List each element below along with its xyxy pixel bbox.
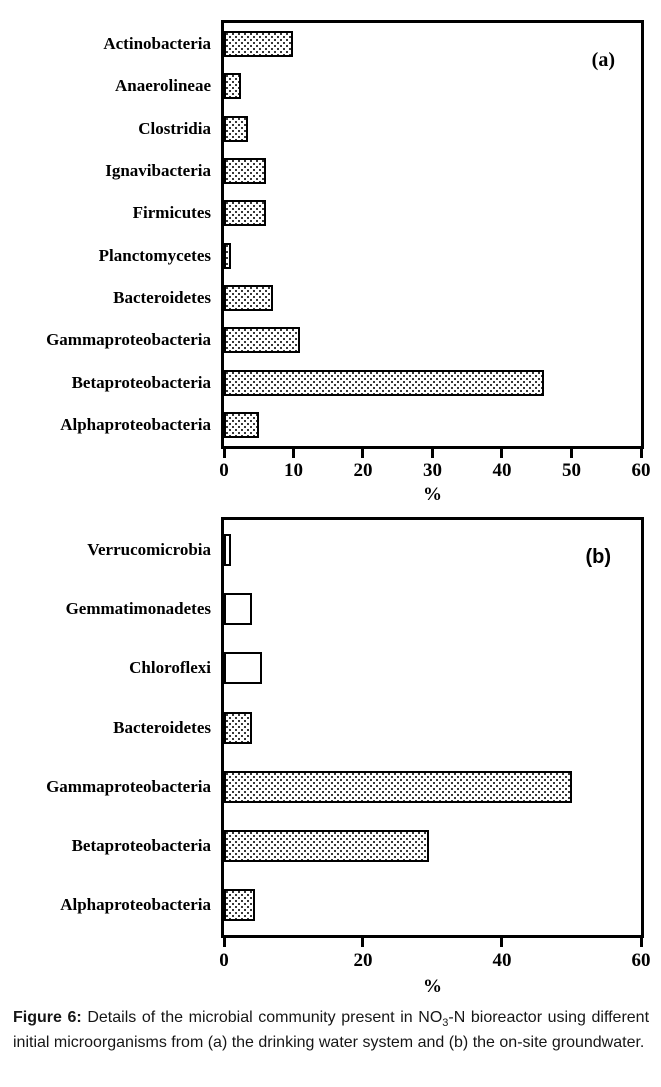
x-tick-label-20: 20 (353, 950, 373, 971)
x-tick-20 (361, 938, 365, 947)
bar-gemmatimonadetes (224, 592, 252, 625)
category-label-alphaproteobacteria: Alphaproteobacteria (60, 895, 211, 915)
x-tick-60 (639, 938, 643, 947)
category-label-alphaproteobacteria: Alphaproteobacteria (60, 414, 211, 434)
x-tick-0 (222, 938, 226, 947)
panel-b-label: (b) (585, 546, 611, 568)
x-tick-30 (431, 449, 434, 458)
figure-caption-subscript: 3 (442, 1017, 449, 1030)
panel-b-x-ticks (222, 938, 643, 947)
x-tick-label-60: 60 (631, 460, 651, 481)
bar-alphaproteobacteria (224, 889, 256, 922)
category-label-chloroflexi: Chloroflexi (129, 658, 211, 678)
category-label-betaproteobacteria: Betaproteobacteria (71, 836, 211, 856)
bar-gammaproteobacteria (224, 770, 572, 803)
x-tick-60 (639, 449, 643, 458)
x-tick-label-40: 40 (492, 950, 512, 971)
bar-chloroflexi (224, 652, 263, 685)
panel-b-plot-area: (b) (221, 517, 644, 938)
x-tick-label-0: 0 (219, 460, 229, 481)
figure-caption-text-1: Details of the microbial community prese… (81, 1009, 443, 1026)
bar-actinobacteria (224, 31, 294, 58)
x-tick-50 (570, 449, 573, 458)
category-label-planctomycetes: Planctomycetes (98, 245, 211, 265)
category-label-gammaproteobacteria: Gammaproteobacteria (46, 776, 211, 796)
panel-b-x-tick-labels: 0 20 40 60 (219, 948, 650, 974)
bar-bacteroidetes (224, 284, 273, 311)
panel-b-x-axis-title: % (423, 976, 442, 997)
category-label-verrucomicrobia: Verrucomicrobia (87, 539, 211, 559)
panel-a-category-labels: Actinobacteria Anaerolineae Clostridia Igna… (0, 23, 211, 446)
bar-gammaproteobacteria (224, 327, 301, 354)
category-label-firmicutes: Firmicutes (132, 203, 211, 223)
panel-a-plot-area: (a) (221, 20, 644, 449)
category-label-betaproteobacteria: Betaproteobacteria (71, 372, 211, 392)
x-tick-label-50: 50 (562, 460, 581, 481)
panel-a-x-axis-title: % (423, 484, 442, 505)
category-label-ignavibacteria: Ignavibacteria (105, 161, 211, 181)
bar-firmicutes (224, 200, 266, 227)
panel-a-label: (a) (591, 49, 615, 71)
bar-ignavibacteria (224, 158, 266, 185)
x-tick-label-0: 0 (219, 950, 229, 971)
x-tick-40 (500, 449, 504, 458)
bar-planctomycetes (224, 242, 231, 269)
x-tick-0 (222, 449, 226, 458)
x-tick-label-20: 20 (353, 460, 373, 481)
figure-caption-label: Figure 6: (13, 1009, 82, 1026)
x-tick-label-10: 10 (283, 460, 303, 481)
category-label-bacteroidetes: Bacteroidetes (113, 287, 211, 307)
category-label-actinobacteria: Actinobacteria (103, 34, 211, 54)
category-label-anaerolineae: Anaerolineae (114, 76, 211, 96)
x-tick-40 (500, 938, 504, 947)
panel-a-x-ticks (222, 449, 643, 458)
figure-caption-text-2: -N bioreactor using different initial mi… (13, 1009, 650, 1051)
x-tick-label-40: 40 (492, 460, 512, 481)
panel-a-x-tick-labels: 0 10 20 30 40 50 60 (219, 458, 650, 484)
bar-clostridia (224, 115, 249, 142)
bar-anaerolineae (224, 73, 242, 100)
category-label-bacteroidetes: Bacteroidetes (113, 717, 211, 737)
x-tick-label-60: 60 (631, 950, 651, 971)
x-tick-label-30: 30 (423, 460, 442, 481)
bar-bacteroidetes (224, 711, 252, 744)
category-label-gammaproteobacteria: Gammaproteobacteria (46, 330, 211, 350)
bar-verrucomicrobia (224, 533, 231, 566)
category-label-clostridia: Clostridia (138, 118, 211, 138)
panel-b-category-labels: Verrucomicrobia Gemmatimonadetes Chlorofle… (0, 520, 211, 935)
bar-betaproteobacteria (224, 369, 544, 396)
x-tick-20 (361, 449, 365, 458)
bar-alphaproteobacteria (224, 411, 259, 438)
category-label-gemmatimonadetes: Gemmatimonadetes (65, 598, 211, 618)
bar-betaproteobacteria (224, 830, 430, 863)
figure-caption: Figure 6: Details of the microbial commu… (13, 1006, 649, 1055)
x-tick-10 (291, 449, 295, 458)
